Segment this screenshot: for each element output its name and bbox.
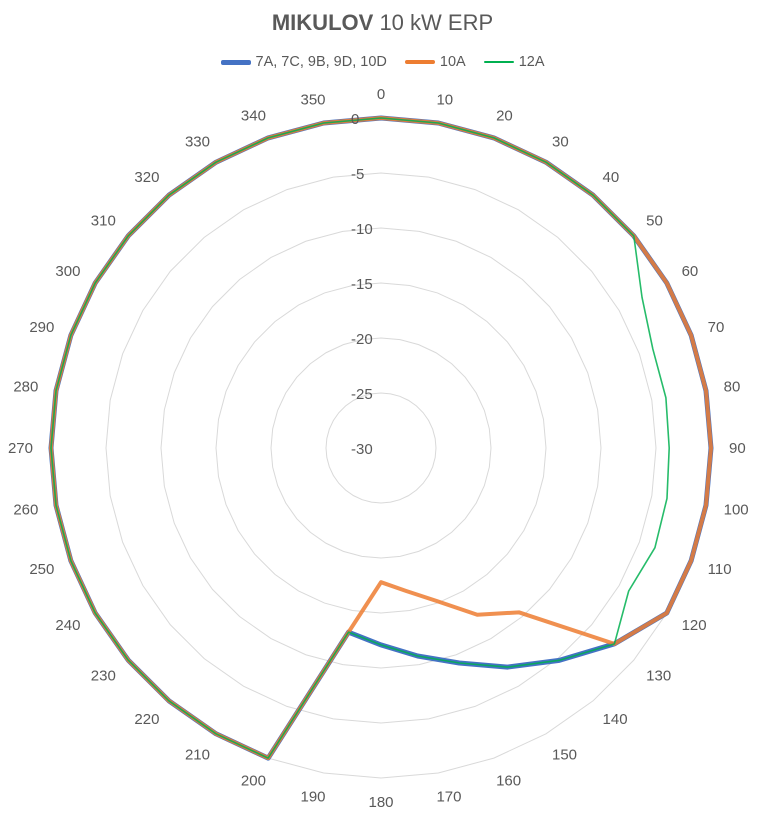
grid-ring-1 <box>105 172 657 724</box>
radial-tick-label-4: -20 <box>351 331 373 348</box>
angle-label-330: 330 <box>185 133 210 150</box>
angle-label-110: 110 <box>708 561 732 578</box>
legend-item-series-2: 12A <box>483 54 545 70</box>
angle-label-40: 40 <box>603 169 620 186</box>
angle-label-170: 170 <box>436 789 461 806</box>
angle-label-30: 30 <box>552 133 569 150</box>
angle-label-120: 120 <box>682 617 707 634</box>
angle-label-260: 260 <box>13 501 38 518</box>
chart-title-rest: 10 kW ERP <box>379 10 494 35</box>
series-line-2 <box>50 117 671 759</box>
angle-label-70: 70 <box>708 319 725 336</box>
angle-label-230: 230 <box>91 668 116 685</box>
angle-label-180: 180 <box>368 794 393 811</box>
angle-label-50: 50 <box>646 212 663 229</box>
angle-label-210: 210 <box>185 747 210 764</box>
angle-label-150: 150 <box>552 747 577 764</box>
angle-label-90: 90 <box>729 440 746 457</box>
angle-label-200: 200 <box>241 773 266 790</box>
angle-label-60: 60 <box>682 263 699 280</box>
legend-swatch-series-1 <box>404 60 435 64</box>
radial-tick-label-6: -30 <box>351 441 373 458</box>
angle-label-280: 280 <box>13 379 38 396</box>
angle-label-190: 190 <box>300 789 325 806</box>
grid-ring-5 <box>325 392 437 504</box>
angle-label-0: 0 <box>377 86 385 103</box>
angle-label-320: 320 <box>134 169 159 186</box>
angle-label-250: 250 <box>29 561 54 578</box>
radial-tick-label-3: -15 <box>351 276 373 293</box>
angle-label-130: 130 <box>646 668 671 685</box>
radial-tick-label-2: -10 <box>351 221 373 238</box>
grid-ring-4 <box>270 337 492 559</box>
angle-label-340: 340 <box>241 107 266 124</box>
angle-label-80: 80 <box>724 379 741 396</box>
angle-label-240: 240 <box>55 617 80 634</box>
chart-title-bold: MIKULOV <box>271 10 374 35</box>
radial-tick-label-0: 0 <box>351 111 359 128</box>
angle-label-220: 220 <box>134 711 159 728</box>
legend-label-series-2: 12A <box>518 54 545 70</box>
legend-swatch-series-2 <box>483 61 514 63</box>
radar-labels: 0 -5 -10 -15 -20 -25 -30 0 10 20 30 40 50 60 70 80 90 100… <box>8 86 749 811</box>
radar-series <box>48 115 714 761</box>
legend-label-series-1: 10A <box>439 54 466 70</box>
legend-item-series-0: 7A, 7C, 9B, 9D, 10D <box>220 54 387 70</box>
legend-item-series-1: 10A <box>404 54 466 70</box>
legend-swatch-series-0 <box>220 59 251 65</box>
legend: 7A, 7C, 9B, 9D, 10D 10A 12A <box>0 54 765 70</box>
angle-label-10: 10 <box>436 91 453 108</box>
chart-title: MIKULOV 10 kW ERP <box>0 10 765 36</box>
angle-label-20: 20 <box>496 107 513 124</box>
angle-label-300: 300 <box>55 263 80 280</box>
radial-tick-label-1: -5 <box>351 166 364 183</box>
grid-ring-2 <box>160 227 602 669</box>
angle-label-350: 350 <box>300 91 325 108</box>
angle-label-140: 140 <box>603 711 628 728</box>
legend-label-series-0: 7A, 7C, 9B, 9D, 10D <box>255 54 387 70</box>
radial-tick-label-5: -25 <box>351 386 373 403</box>
grid-ring-3 <box>215 282 547 614</box>
angle-label-100: 100 <box>724 501 749 518</box>
angle-label-310: 310 <box>91 212 116 229</box>
angle-label-160: 160 <box>496 773 521 790</box>
angle-label-290: 290 <box>29 319 54 336</box>
angle-label-270: 270 <box>8 440 33 457</box>
